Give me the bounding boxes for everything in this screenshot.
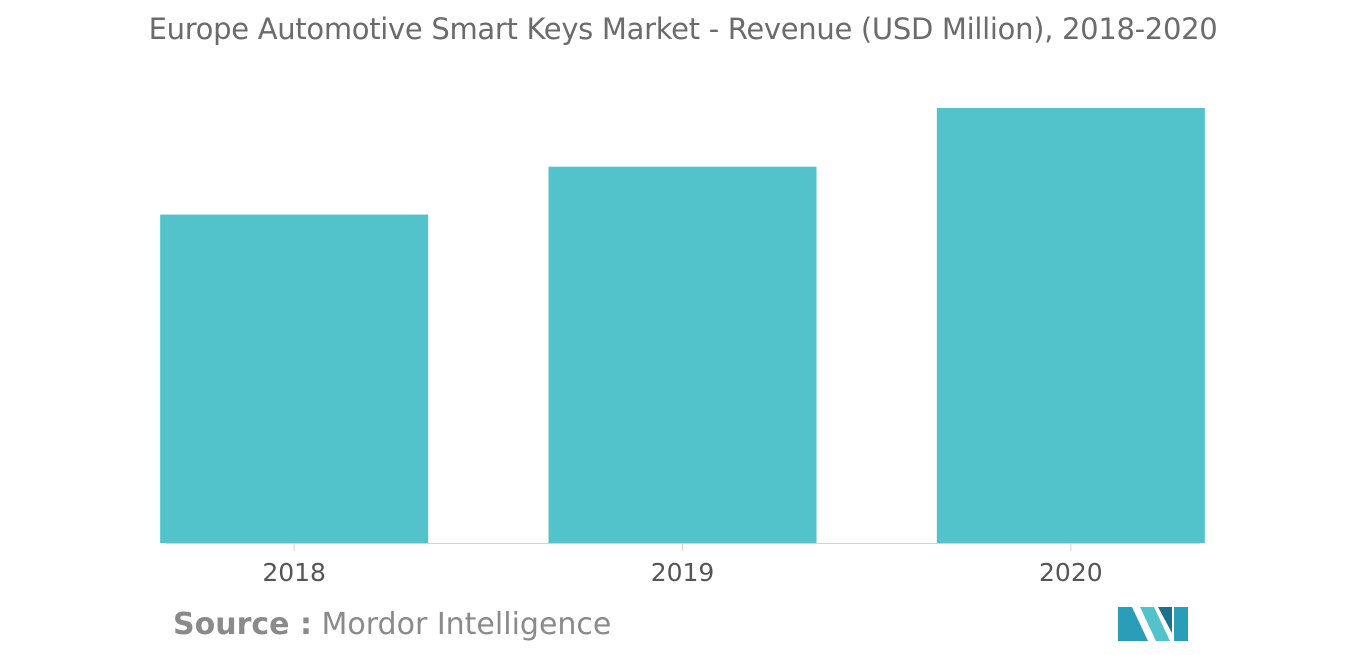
x-ticks-group	[293, 543, 1072, 551]
bar-2018	[160, 214, 429, 543]
logo-shape-left	[1118, 607, 1148, 641]
bar-2019	[548, 166, 817, 543]
bar-2020	[936, 108, 1205, 543]
x-tick-label-2018: 2018	[262, 558, 326, 587]
x-tick-label-2020: 2020	[1039, 558, 1103, 587]
x-tick-labels-group: 2018 2019 2020	[262, 558, 1102, 587]
logo-shape-middle	[1140, 607, 1170, 641]
logo-shape-accent	[1158, 607, 1172, 633]
source-note: Source : Mordor Intelligence	[173, 607, 611, 642]
source-name: Mordor Intelligence	[321, 607, 612, 642]
mordor-intelligence-logo-icon	[1118, 607, 1188, 641]
source-label: Source :	[173, 607, 312, 642]
bars-group	[160, 108, 1205, 543]
logo-shape-right	[1174, 607, 1188, 641]
x-tick-label-2019: 2019	[651, 558, 715, 587]
chart-title: Europe Automotive Smart Keys Market - Re…	[148, 12, 1218, 46]
bar-chart: 2018 2019 2020	[160, 108, 1205, 587]
